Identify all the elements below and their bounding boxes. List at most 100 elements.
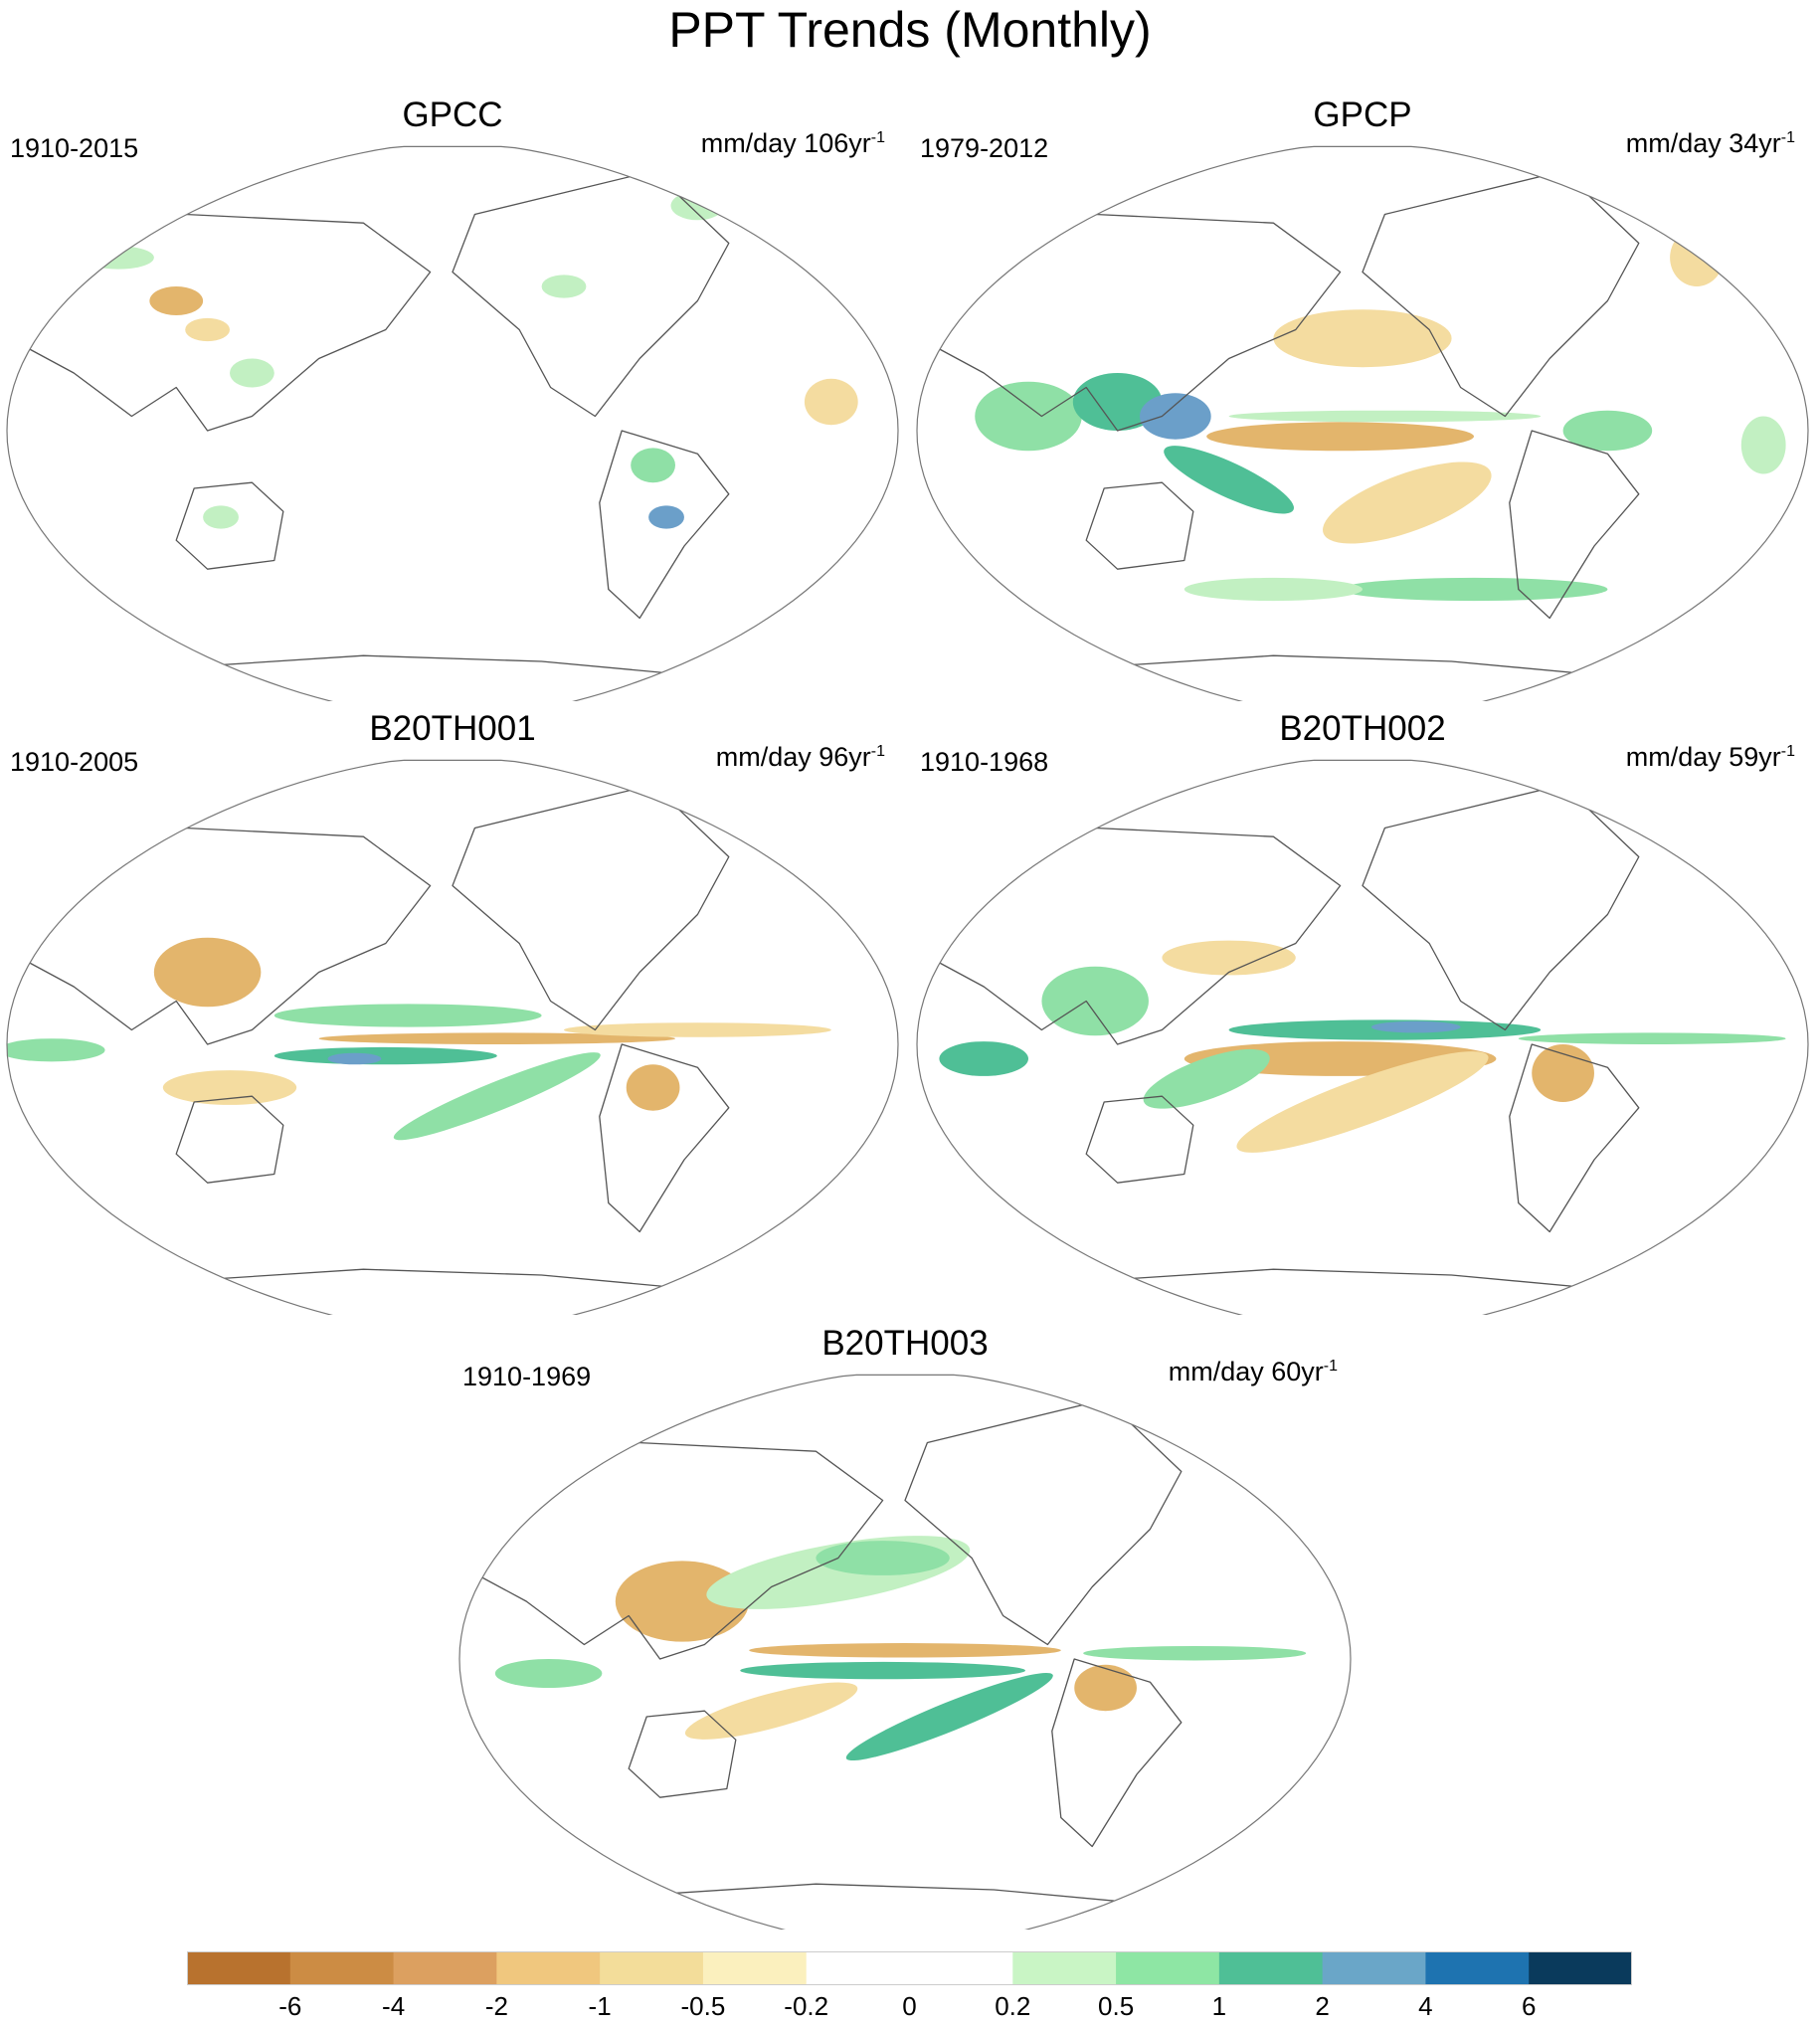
colorbar-swatch	[1012, 1951, 1117, 1985]
trend-region	[939, 1041, 1028, 1076]
globe-outline	[458, 1374, 1352, 1930]
trend-region	[7, 1038, 105, 1062]
coastline-namerica	[1362, 784, 1640, 1031]
colorbar-tick-label: 2	[1315, 1991, 1330, 2021]
colorbar-swatch	[496, 1951, 601, 1985]
trend-region	[327, 1052, 382, 1065]
colorbar-tick-label: 1	[1211, 1991, 1227, 2021]
trend-region	[740, 1661, 1025, 1680]
map-plot	[6, 145, 899, 701]
trend-region	[1562, 410, 1653, 452]
trend-region	[185, 317, 231, 342]
panel-units-text: mm/day 60yr	[1168, 1357, 1324, 1386]
colorbar-tick-label: -6	[278, 1991, 302, 2021]
colorbar-tick-label: 0	[902, 1991, 917, 2021]
panel-period: 1910-2005	[10, 747, 139, 777]
trend-region	[1183, 577, 1363, 602]
colorbar-labels: -6 -4 -2 -1 -0.5 -0.2 0 0.2 0.5 1 2 4 6	[187, 1991, 1632, 2025]
coastline-samerica	[1509, 1043, 1640, 1233]
coastline-australia	[628, 1710, 737, 1798]
trend-region	[1083, 1645, 1307, 1661]
trend-region	[273, 1046, 497, 1065]
panel-units-text: mm/day 34yr	[1625, 128, 1781, 158]
coastline-australia	[1085, 481, 1194, 570]
colorbar-swatch	[1322, 1951, 1426, 1985]
map-panel: GPCP 1979-2012 mm/day 34yr-1	[910, 94, 1815, 701]
coastline-namerica	[452, 784, 730, 1031]
panel-units-exponent: -1	[870, 743, 885, 760]
map-plot	[916, 759, 1809, 1315]
panel-title: B20TH002	[1279, 709, 1446, 748]
trend-region	[684, 1682, 858, 1740]
panel-units-exponent: -1	[1780, 743, 1795, 760]
trend-region	[1518, 1032, 1786, 1044]
coastline-asia	[471, 1441, 884, 1660]
coastline-samerica	[1051, 1658, 1183, 1848]
map-plot	[6, 759, 899, 1315]
panel-units: mm/day 59yr-1	[1626, 736, 1795, 773]
trend-region	[975, 381, 1082, 452]
trend-region	[1206, 422, 1474, 452]
trend-region	[816, 1541, 950, 1575]
map-panel: B20TH003 1910-1969 mm/day 60yr-1	[453, 1323, 1358, 1930]
colorbar-tick-label: -0.5	[680, 1991, 726, 2021]
trend-region	[162, 1070, 297, 1105]
panel-period: 1910-2015	[10, 133, 139, 163]
trend-region	[845, 1672, 1053, 1761]
globe-outline	[916, 759, 1809, 1315]
colorbar-tick-label: 6	[1521, 1991, 1537, 2021]
trend-region	[1162, 940, 1296, 976]
colorbar-swatch	[1529, 1951, 1632, 1985]
coastline-australia	[175, 481, 284, 570]
coastline-asia	[929, 827, 1342, 1045]
trend-region	[318, 1032, 675, 1044]
panel-title: GPCC	[402, 95, 503, 134]
trend-region	[1340, 577, 1608, 602]
trend-region	[1228, 410, 1542, 423]
coastline-asia	[19, 827, 432, 1045]
colorbar-tick-label: -1	[588, 1991, 612, 2021]
coastline-asia	[929, 213, 1342, 432]
colorbar-swatch	[1218, 1951, 1324, 1985]
panel-units: mm/day 106yr-1	[701, 122, 885, 159]
trend-region	[83, 246, 154, 270]
panel-title: GPCP	[1313, 95, 1412, 134]
colorbar-tick-label: 0.2	[995, 1991, 1031, 2021]
panel-title: B20TH001	[369, 709, 536, 748]
colorbar-swatch	[393, 1951, 497, 1985]
colorbar-swatch	[909, 1951, 1013, 1985]
colorbar-swatches	[187, 1951, 1632, 1985]
globe-outline	[6, 145, 899, 701]
map-plot	[458, 1374, 1352, 1930]
coastline-australia	[175, 1095, 284, 1184]
colorbar-swatch	[187, 1951, 291, 1985]
colorbar-tick-label: -4	[382, 1991, 406, 2021]
trend-region	[494, 1659, 603, 1688]
colorbar-tick-label: -2	[484, 1991, 508, 2021]
trend-region	[1740, 416, 1786, 474]
coastline-samerica	[599, 430, 730, 620]
trend-region	[631, 448, 675, 483]
panel-units: mm/day 96yr-1	[716, 736, 885, 773]
panel-units-text: mm/day 59yr	[1625, 742, 1781, 772]
colorbar-tick-label: -0.2	[784, 1991, 829, 2021]
trend-region	[149, 286, 204, 315]
map-panel: GPCC 1910-2015 mm/day 106yr-1	[0, 94, 905, 701]
trend-region	[1041, 966, 1149, 1036]
panel-period: 1910-1968	[920, 747, 1049, 777]
trend-region	[541, 275, 587, 298]
trend-region	[1370, 1020, 1461, 1033]
trend-region	[1323, 461, 1492, 544]
panel-units-exponent: -1	[870, 129, 885, 146]
coastline-samerica	[1509, 430, 1640, 620]
globe-outline	[6, 759, 899, 1315]
trend-region	[1074, 1664, 1137, 1712]
colorbar-swatch	[600, 1951, 704, 1985]
trend-region	[1532, 1044, 1594, 1102]
trend-region	[1140, 393, 1211, 440]
coastline-samerica	[599, 1043, 730, 1233]
colorbar-tick-label: 4	[1418, 1991, 1433, 2021]
colorbar-swatch	[1425, 1951, 1530, 1985]
colorbar	[187, 1951, 1632, 1985]
trend-region	[1670, 229, 1724, 286]
